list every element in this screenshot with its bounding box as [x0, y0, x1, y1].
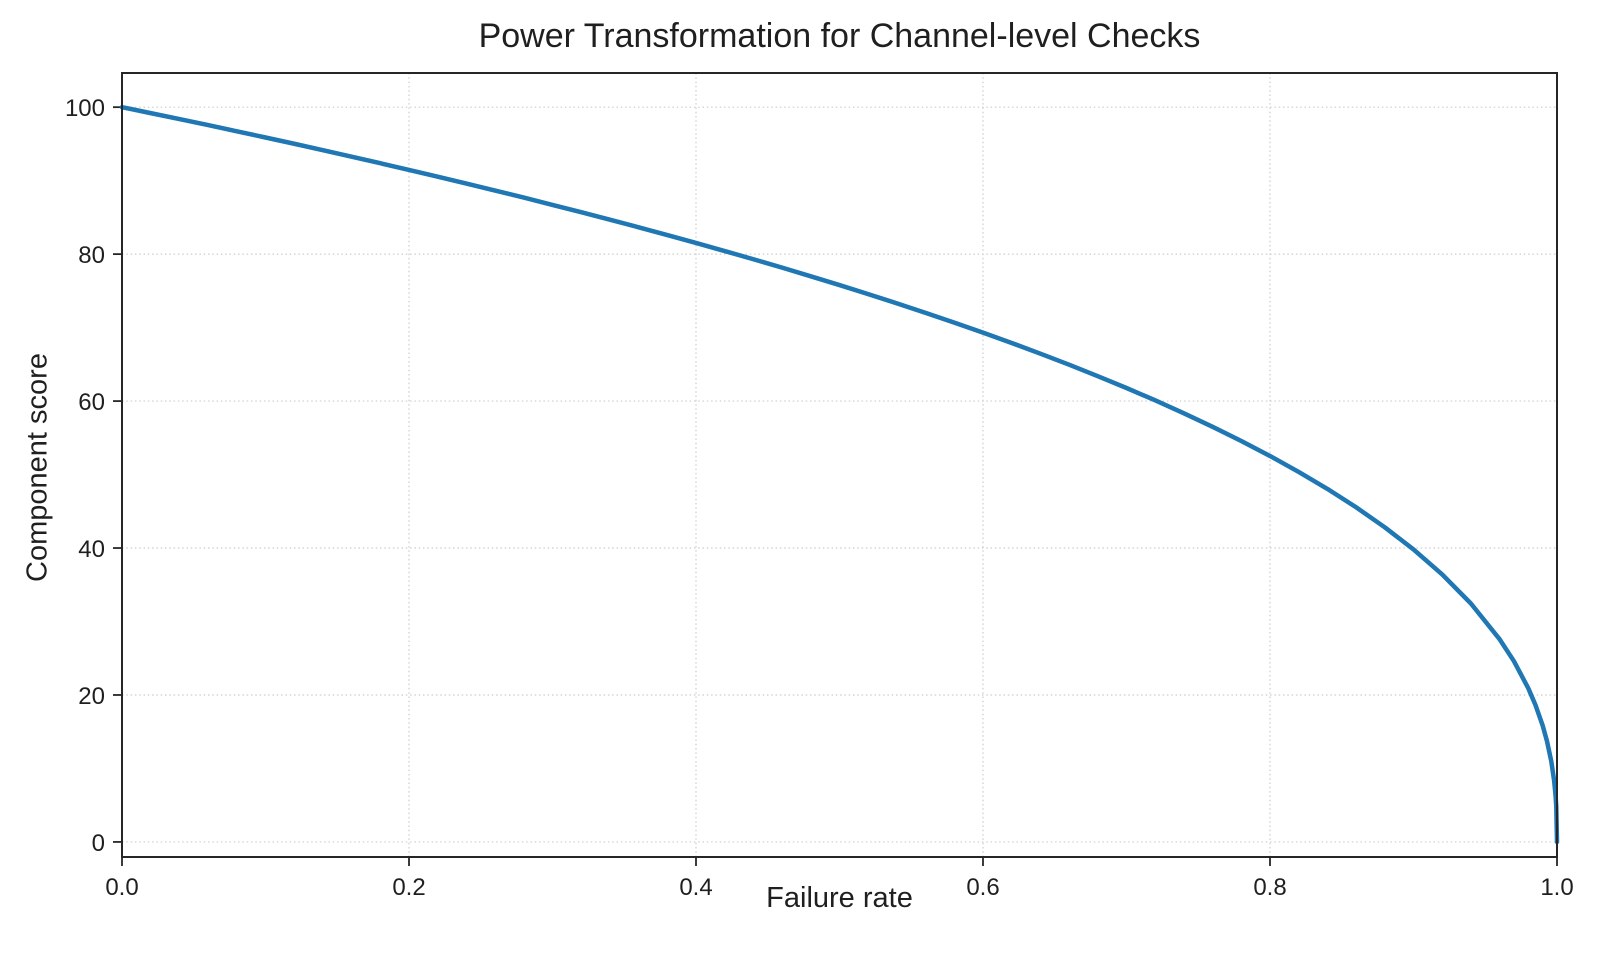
y-tick-label-0: 0: [92, 830, 105, 857]
y-tick-label-100: 100: [65, 95, 105, 122]
tick-layer: 0.0 0.2 0.4 0.6 0.8 1.0 0 20 40 60 80 100: [65, 95, 1574, 901]
chart-title: Power Transformation for Channel-level C…: [478, 17, 1201, 55]
y-tick-label-20: 20: [78, 683, 105, 710]
y-tick-label-40: 40: [78, 536, 105, 563]
x-axis-label: Failure rate: [766, 882, 913, 914]
series-layer: [119, 104, 1560, 845]
grid-layer: [121, 73, 1558, 857]
x-tick-label-1.0: 1.0: [1540, 874, 1573, 901]
y-tick-label-80: 80: [78, 242, 105, 269]
x-tick-label-0.2: 0.2: [392, 874, 425, 901]
x-tick-label-0.0: 0.0: [105, 874, 138, 901]
y-tick-label-60: 60: [78, 389, 105, 416]
plot-border: [121, 72, 1558, 858]
x-tick-label-0.6: 0.6: [966, 874, 999, 901]
series-line-component-score-curve: [119, 104, 1560, 845]
x-tick-label-0.8: 0.8: [1253, 874, 1286, 901]
x-tick-label-0.4: 0.4: [679, 874, 712, 901]
